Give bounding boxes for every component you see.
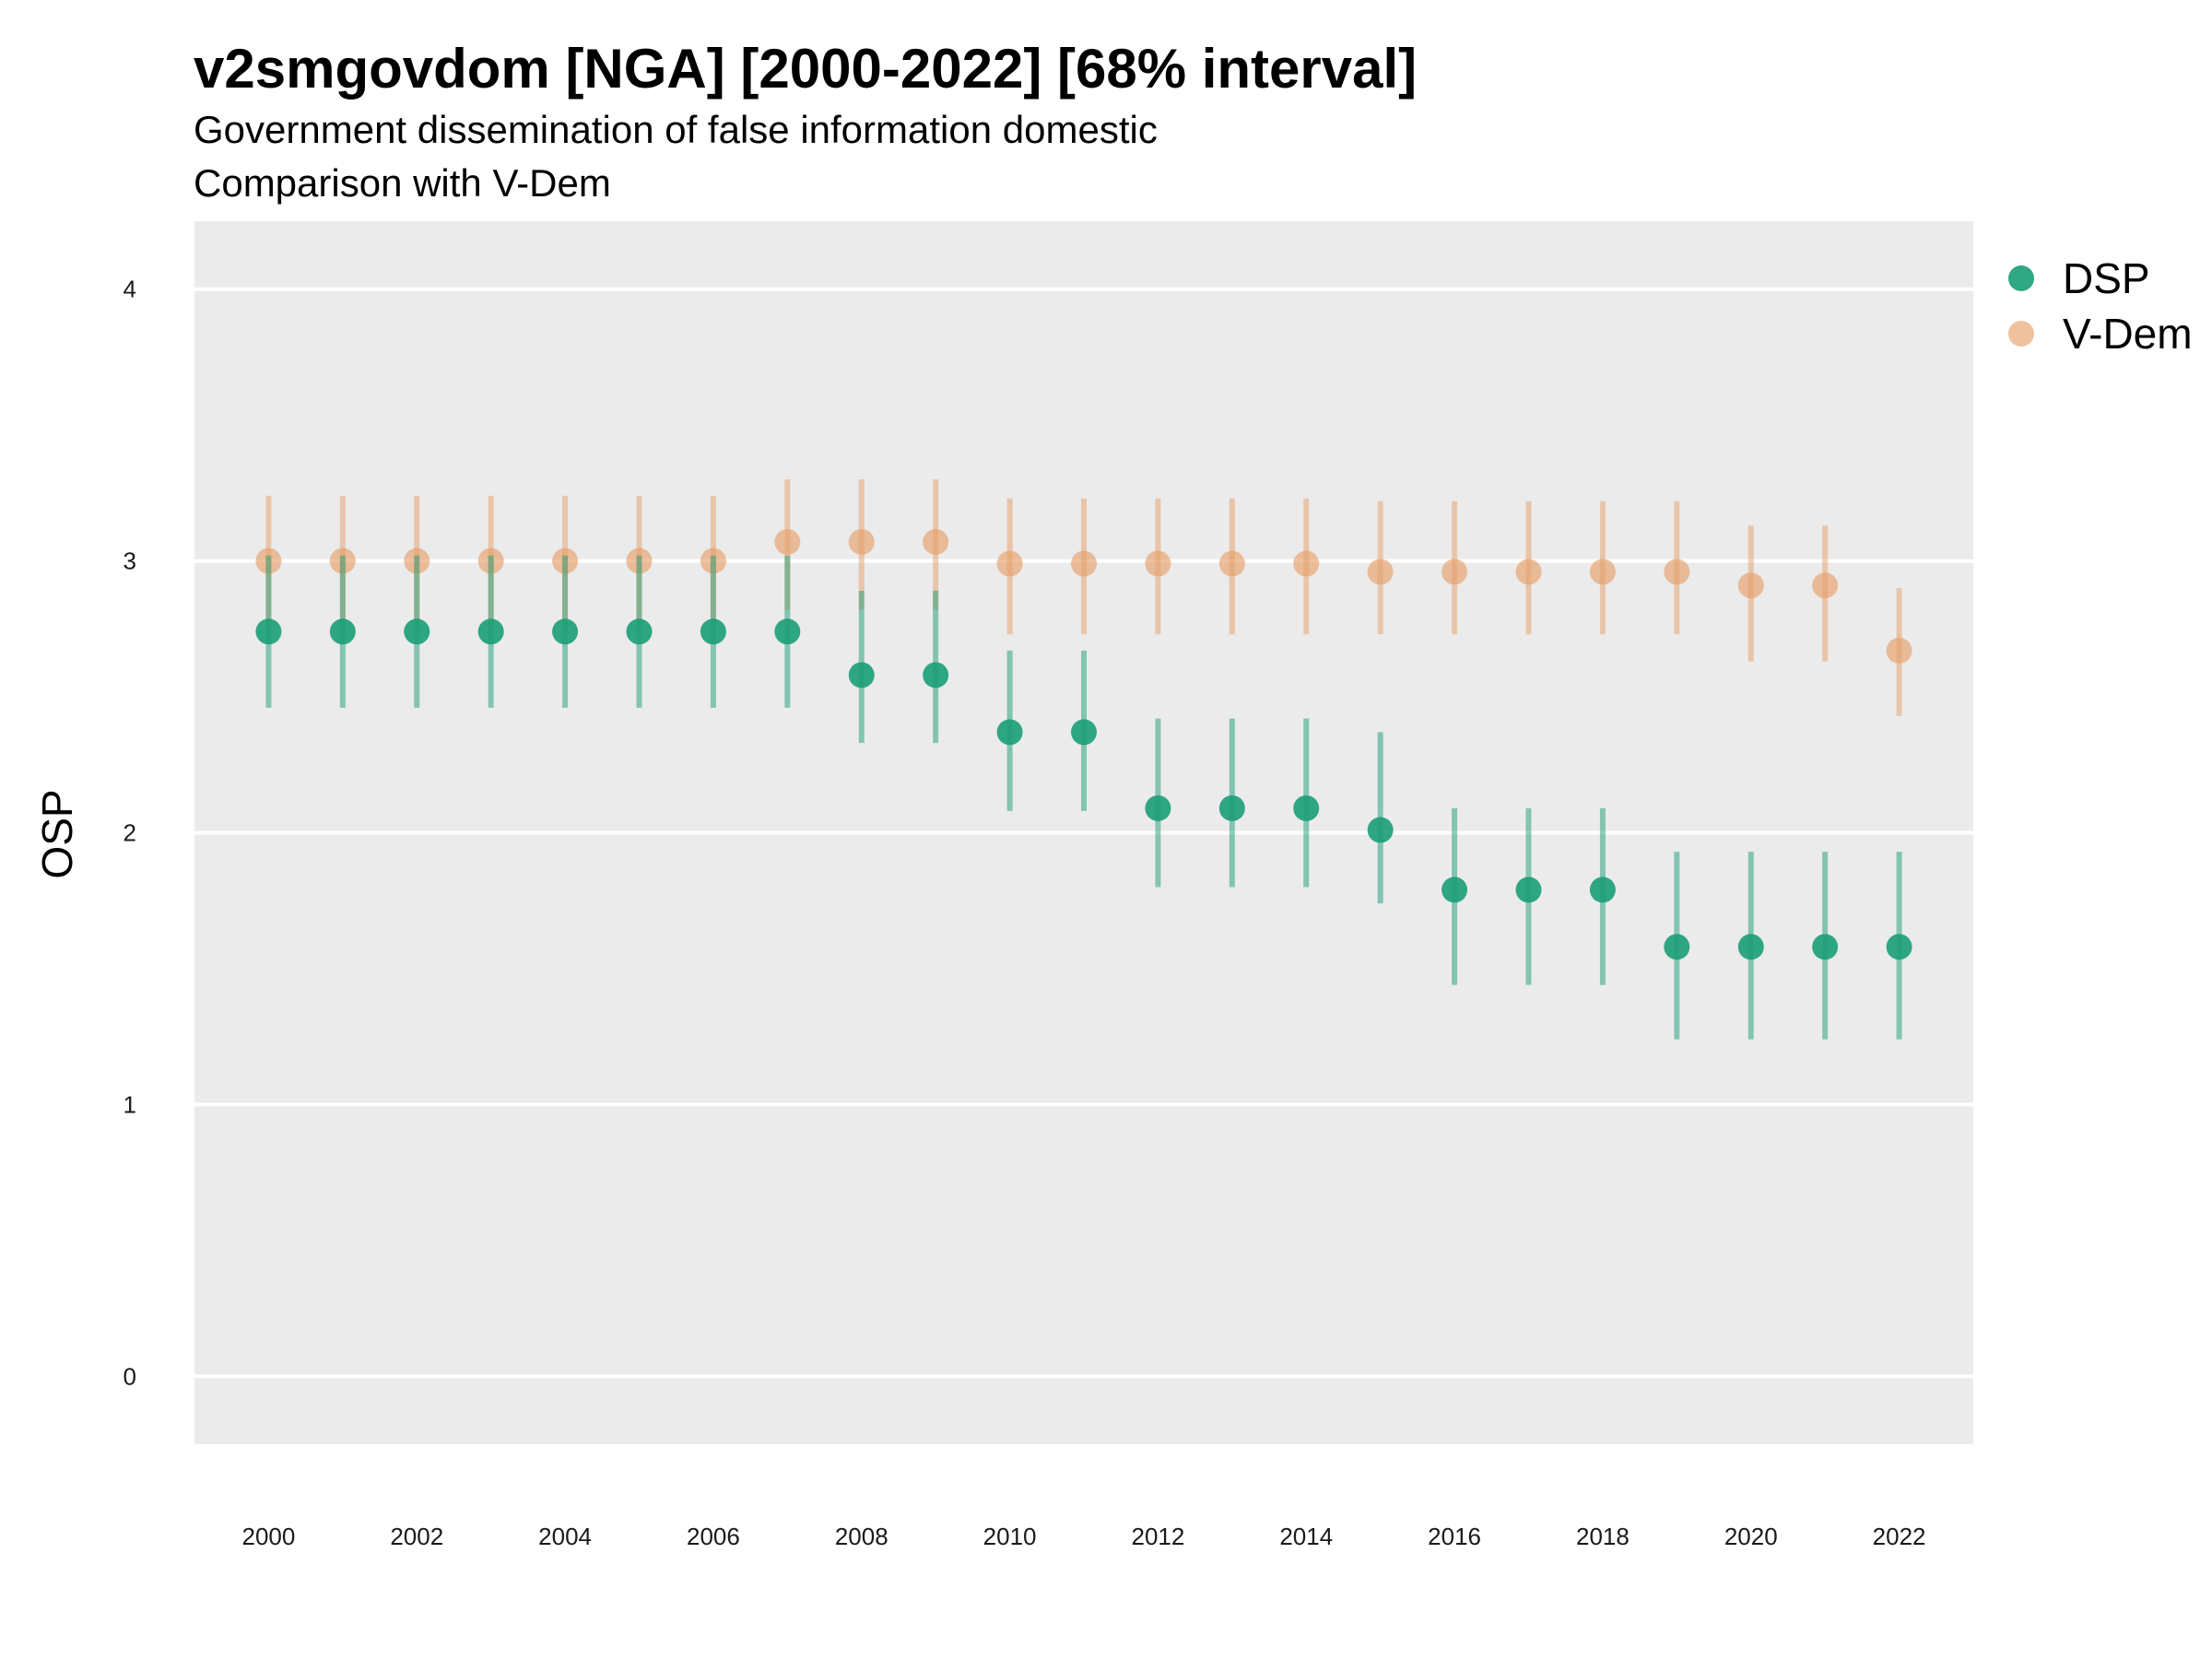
y-axis-ticks: 0 1 2 3 4 xyxy=(124,276,136,1391)
dsp-point-2008 xyxy=(848,662,875,688)
x-tick-label: 2018 xyxy=(1576,1523,1630,1550)
dsp-point-2021 xyxy=(1812,934,1839,960)
legend: DSP V-Dem xyxy=(2008,254,2193,358)
y-tick-label: 4 xyxy=(124,276,136,303)
dsp-point-2017 xyxy=(1515,877,1542,903)
chart-subtitle-2: Comparison with V-Dem xyxy=(194,161,611,205)
x-tick-label: 2010 xyxy=(983,1523,1037,1550)
dsp-point-2001 xyxy=(329,618,356,645)
dsp-point-2007 xyxy=(774,618,801,645)
vdem-point-2012 xyxy=(1145,550,1171,577)
y-tick-label: 0 xyxy=(124,1362,136,1390)
dsp-point-2022 xyxy=(1886,934,1912,960)
vdem-point-2011 xyxy=(1071,550,1097,577)
chart-title: v2smgovdom [NGA] [2000-2022] [68% interv… xyxy=(194,38,1417,100)
dsp-point-2014 xyxy=(1293,794,1320,821)
x-tick-label: 2002 xyxy=(390,1523,443,1550)
vdem-point-2016 xyxy=(1441,559,1468,585)
legend-dsp-marker xyxy=(2008,265,2034,291)
dsp-point-2015 xyxy=(1367,817,1394,843)
dsp-point-2004 xyxy=(552,618,579,645)
y-tick-label: 3 xyxy=(124,547,136,575)
vdem-point-2020 xyxy=(1737,572,1764,599)
vdem-point-2022 xyxy=(1886,637,1912,664)
chart-subtitle: Government dissemination of false inform… xyxy=(194,108,1158,151)
dsp-point-2011 xyxy=(1071,719,1097,746)
dsp-point-2006 xyxy=(700,618,726,645)
dsp-point-2019 xyxy=(1664,934,1690,960)
vdem-point-2009 xyxy=(923,528,949,555)
dsp-point-2018 xyxy=(1589,877,1616,903)
dsp-point-2020 xyxy=(1737,934,1764,960)
dsp-point-2003 xyxy=(477,618,504,645)
dsp-point-2012 xyxy=(1145,794,1171,821)
x-tick-label: 2020 xyxy=(1724,1523,1778,1550)
vdem-point-2019 xyxy=(1664,559,1690,585)
x-tick-label: 2022 xyxy=(1873,1523,1926,1550)
x-tick-label: 2006 xyxy=(687,1523,740,1550)
y-tick-label: 1 xyxy=(124,1090,136,1118)
series-dsp xyxy=(255,555,1912,1040)
vdem-point-2013 xyxy=(1218,550,1245,577)
vdem-point-2021 xyxy=(1812,572,1839,599)
dsp-point-2005 xyxy=(626,618,653,645)
legend-vdem-marker xyxy=(2008,321,2034,347)
vdem-point-2010 xyxy=(996,550,1023,577)
vdem-point-2018 xyxy=(1589,559,1616,585)
x-tick-label: 2004 xyxy=(538,1523,592,1550)
dsp-point-2002 xyxy=(404,618,430,645)
dsp-point-2009 xyxy=(923,662,949,688)
x-tick-label: 2014 xyxy=(1279,1523,1333,1550)
vdem-point-2007 xyxy=(774,528,801,555)
x-tick-label: 2012 xyxy=(1131,1523,1184,1550)
vdem-point-2015 xyxy=(1367,559,1394,585)
vdem-point-2017 xyxy=(1515,559,1542,585)
legend-dsp-label: DSP xyxy=(2063,254,2150,302)
x-tick-label: 2000 xyxy=(241,1523,295,1550)
y-axis-label: OSP xyxy=(33,789,81,878)
dsp-point-2013 xyxy=(1218,794,1245,821)
dsp-point-2010 xyxy=(996,719,1023,746)
vdem-point-2014 xyxy=(1293,550,1320,577)
x-axis-ticks: 2000 2002 2004 2006 2008 2010 2012 2014 2016 2018… xyxy=(241,1523,1925,1550)
dsp-point-2016 xyxy=(1441,877,1468,903)
x-tick-label: 2016 xyxy=(1428,1523,1481,1550)
x-tick-label: 2008 xyxy=(835,1523,888,1550)
y-tick-label: 2 xyxy=(124,819,136,847)
series-layer xyxy=(255,479,1912,1040)
dsp-point-2000 xyxy=(255,618,282,645)
legend-vdem-label: V-Dem xyxy=(2063,310,2193,358)
vdem-point-2008 xyxy=(848,528,875,555)
